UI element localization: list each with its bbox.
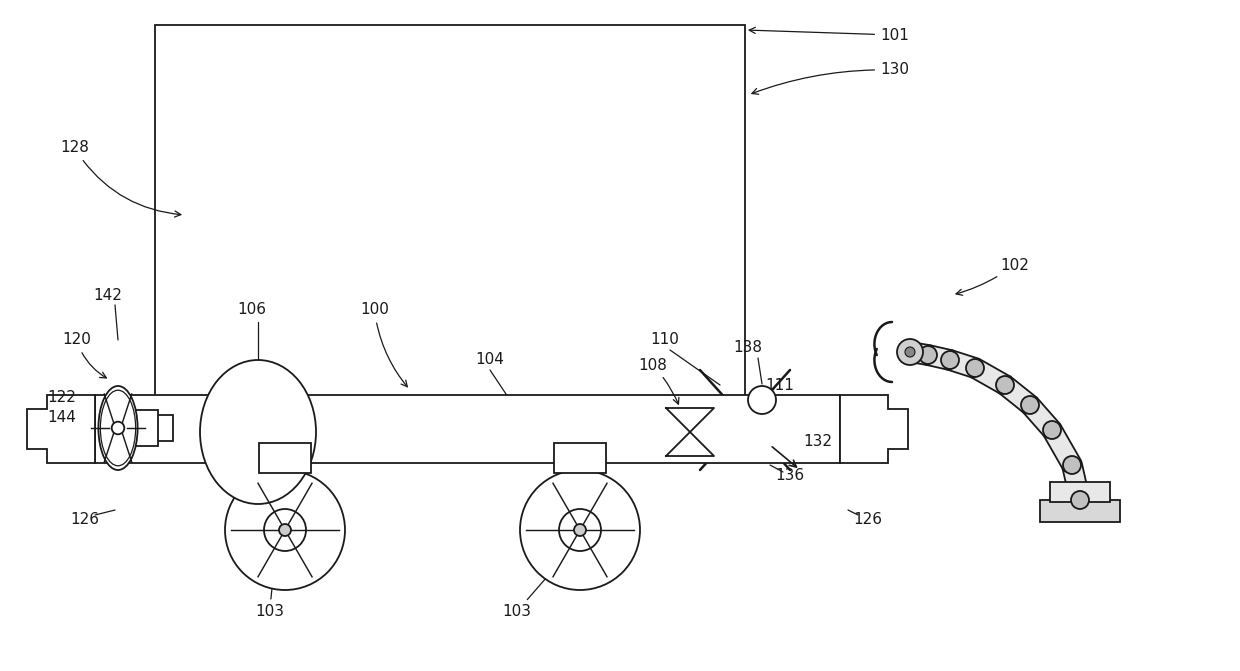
Bar — [95, 395, 839, 463]
Circle shape — [901, 343, 919, 361]
Ellipse shape — [100, 391, 135, 466]
Text: 101: 101 — [749, 28, 909, 42]
Circle shape — [279, 524, 291, 536]
Text: 130: 130 — [751, 62, 909, 94]
FancyBboxPatch shape — [1063, 460, 1090, 505]
Text: 103: 103 — [502, 565, 557, 619]
Text: 128: 128 — [60, 140, 181, 217]
Circle shape — [1071, 491, 1089, 509]
FancyBboxPatch shape — [968, 359, 1012, 395]
Circle shape — [941, 351, 959, 369]
Text: 126: 126 — [853, 513, 883, 527]
Text: 136: 136 — [775, 468, 805, 482]
Circle shape — [224, 470, 345, 590]
Circle shape — [1063, 456, 1081, 474]
Polygon shape — [839, 395, 908, 463]
Text: 106: 106 — [238, 303, 267, 317]
FancyBboxPatch shape — [924, 345, 955, 370]
FancyBboxPatch shape — [945, 350, 980, 378]
Text: 124: 124 — [568, 466, 596, 497]
Circle shape — [897, 339, 923, 365]
Text: 108: 108 — [639, 358, 680, 404]
Bar — [554, 443, 606, 473]
Bar — [155, 25, 745, 410]
Bar — [155, 415, 174, 441]
Text: 111: 111 — [765, 378, 795, 393]
Text: 120: 120 — [62, 333, 107, 378]
Text: 126: 126 — [71, 513, 99, 527]
Circle shape — [919, 346, 937, 364]
Bar — [1050, 482, 1110, 502]
Text: 103: 103 — [255, 564, 284, 619]
Circle shape — [1043, 421, 1061, 439]
Ellipse shape — [98, 386, 138, 470]
Circle shape — [559, 509, 601, 551]
FancyBboxPatch shape — [1043, 423, 1081, 472]
Text: 110: 110 — [651, 333, 680, 348]
Text: 100: 100 — [360, 303, 407, 386]
Ellipse shape — [200, 360, 316, 504]
Bar — [259, 443, 311, 473]
Text: 142: 142 — [93, 287, 123, 303]
FancyBboxPatch shape — [997, 376, 1038, 413]
Text: 132: 132 — [804, 435, 832, 450]
Bar — [1040, 500, 1120, 522]
Circle shape — [966, 359, 985, 377]
Text: 144: 144 — [47, 411, 77, 425]
Polygon shape — [27, 395, 95, 463]
Text: 104: 104 — [476, 352, 505, 368]
Circle shape — [574, 524, 587, 536]
Text: 124: 124 — [288, 463, 329, 517]
Text: 138: 138 — [734, 340, 763, 356]
Circle shape — [264, 509, 306, 551]
Circle shape — [112, 421, 124, 434]
Text: 122: 122 — [47, 391, 77, 405]
Circle shape — [1021, 396, 1039, 414]
Circle shape — [748, 386, 776, 414]
Circle shape — [905, 347, 915, 357]
FancyBboxPatch shape — [1022, 397, 1060, 437]
FancyBboxPatch shape — [905, 342, 932, 365]
Bar — [130, 410, 157, 446]
Circle shape — [520, 470, 640, 590]
Circle shape — [996, 376, 1014, 394]
Text: 102: 102 — [956, 258, 1029, 295]
